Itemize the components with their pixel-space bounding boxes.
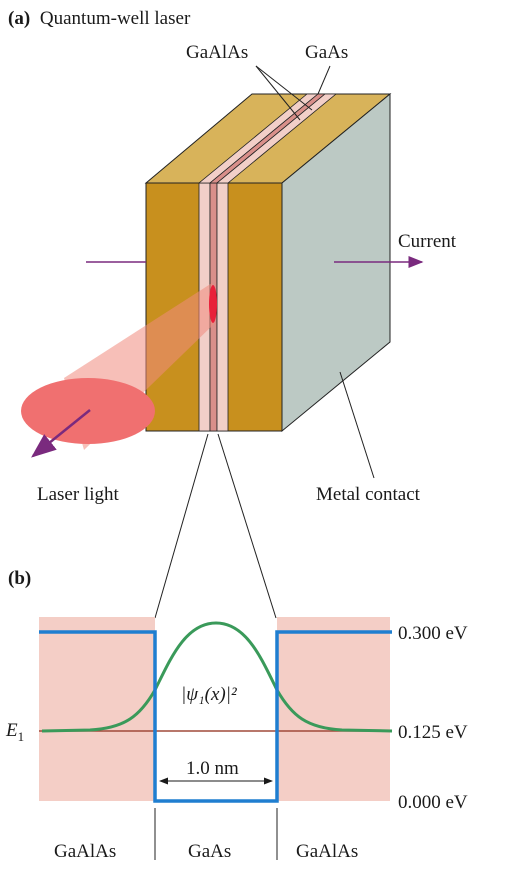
zoom-line-right — [217, 433, 277, 619]
leader-gaalas-right — [255, 65, 313, 111]
region-label-left: GaAlAs — [54, 841, 116, 862]
energy-label-bottom: 0.000 eV — [398, 792, 468, 813]
wavefunction-curve — [41, 621, 393, 733]
label-metal-contact: Metal contact — [316, 484, 421, 505]
zoom-line-left — [154, 433, 209, 619]
label-current: Current — [398, 231, 457, 252]
label-gaas: GaAs — [305, 42, 348, 63]
energy-label-e1: 0.125 eV — [398, 722, 468, 743]
laser-emission-dot — [209, 285, 217, 323]
laser-light-arrow — [31, 409, 91, 458]
leader-gaalas-left — [255, 65, 301, 121]
e1-subscript: 1 — [18, 729, 25, 744]
wavefunction-label: |ψ₁(x)|² — [181, 684, 237, 705]
region-label-right: GaAlAs — [296, 841, 358, 862]
label-laser-light: Laser light — [37, 484, 120, 505]
panel-a-title-text: Quantum-well laser — [40, 8, 191, 29]
leader-metal-contact — [339, 371, 375, 479]
label-gaalas: GaAlAs — [186, 42, 248, 63]
front-layer-gaalas-right — [216, 182, 229, 432]
region-label-center: GaAs — [188, 841, 231, 862]
barrier-left-band — [39, 617, 155, 801]
leader-gaas — [317, 65, 331, 95]
e1-symbol: E — [5, 720, 18, 741]
panel-a-letter: (a) — [8, 8, 30, 29]
potential-well — [39, 630, 392, 803]
top-layer-gaalas-right — [215, 93, 338, 184]
e1-label: E1 — [5, 720, 24, 744]
barrier-right-band — [277, 617, 390, 801]
panel-b-letter: (b) — [8, 568, 31, 589]
energy-label-top: 0.300 eV — [398, 623, 468, 644]
panel-a-title: (a) Quantum-well laser — [8, 8, 191, 29]
width-label: 1.0 nm — [186, 758, 239, 779]
